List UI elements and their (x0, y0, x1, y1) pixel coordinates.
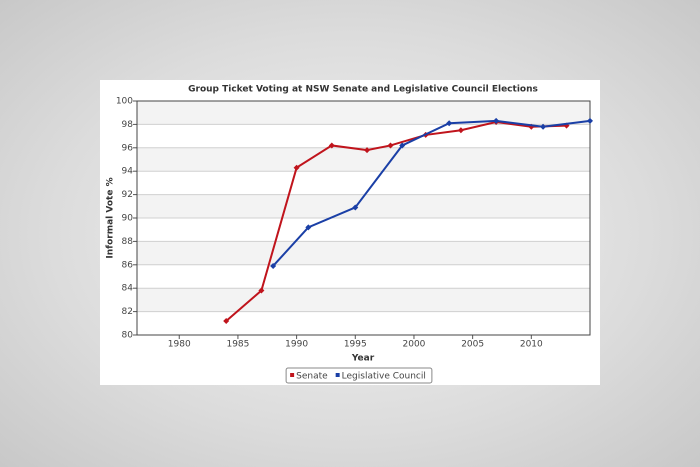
data-point (493, 117, 500, 124)
x-tick-label: 1980 (168, 340, 191, 350)
x-tick-label: 2000 (403, 340, 426, 350)
grid-band (137, 288, 590, 312)
legend-marker (335, 373, 340, 377)
x-axis-title: Year (351, 354, 375, 364)
chart-title: Group Ticket Voting at NSW Senate and Le… (188, 85, 538, 95)
y-tick-label: 94 (122, 167, 134, 177)
grid-band (137, 101, 590, 125)
legend-marker (290, 373, 295, 377)
y-tick-label: 98 (122, 120, 134, 130)
y-axis-title: Informal Vote % (106, 177, 116, 258)
data-point (293, 164, 300, 171)
legend-label: Legislative Council (342, 372, 426, 382)
data-point (258, 287, 265, 294)
x-tick-label: 1985 (226, 340, 249, 350)
y-tick-label: 90 (122, 214, 134, 224)
legend: Senate Legislative Council (285, 367, 433, 384)
y-tick-label: 82 (122, 307, 133, 317)
grid-band (137, 147, 590, 172)
y-tick-label: 80 (122, 331, 134, 341)
y-tick-label: 100 (116, 97, 133, 107)
data-point (540, 123, 547, 130)
y-tick-label: 86 (122, 260, 134, 270)
y-tick-label: 88 (122, 237, 134, 247)
x-tick-label: 1995 (344, 340, 367, 350)
legend-label: Senate (296, 372, 328, 382)
data-point (399, 142, 406, 149)
y-tick-label: 92 (122, 190, 133, 200)
data-point (364, 147, 371, 154)
grid-band (137, 194, 590, 218)
y-tick-label: 96 (122, 143, 134, 153)
x-tick-label: 1990 (285, 340, 308, 350)
data-point (305, 224, 312, 231)
legend-box (285, 367, 433, 384)
data-point (387, 142, 394, 149)
data-point (446, 120, 453, 127)
data-point (352, 204, 359, 211)
data-point (457, 127, 464, 134)
series-line (272, 119, 591, 267)
data-point (223, 317, 230, 324)
data-point (587, 117, 593, 124)
grid-band (137, 241, 590, 265)
chart-panel (100, 80, 600, 385)
data-point (270, 262, 277, 269)
x-tick-label: 2005 (461, 340, 484, 350)
x-tick-label: 2010 (520, 340, 543, 350)
plot-frame (136, 100, 591, 336)
data-point (328, 142, 335, 149)
y-tick-label: 84 (122, 284, 134, 294)
